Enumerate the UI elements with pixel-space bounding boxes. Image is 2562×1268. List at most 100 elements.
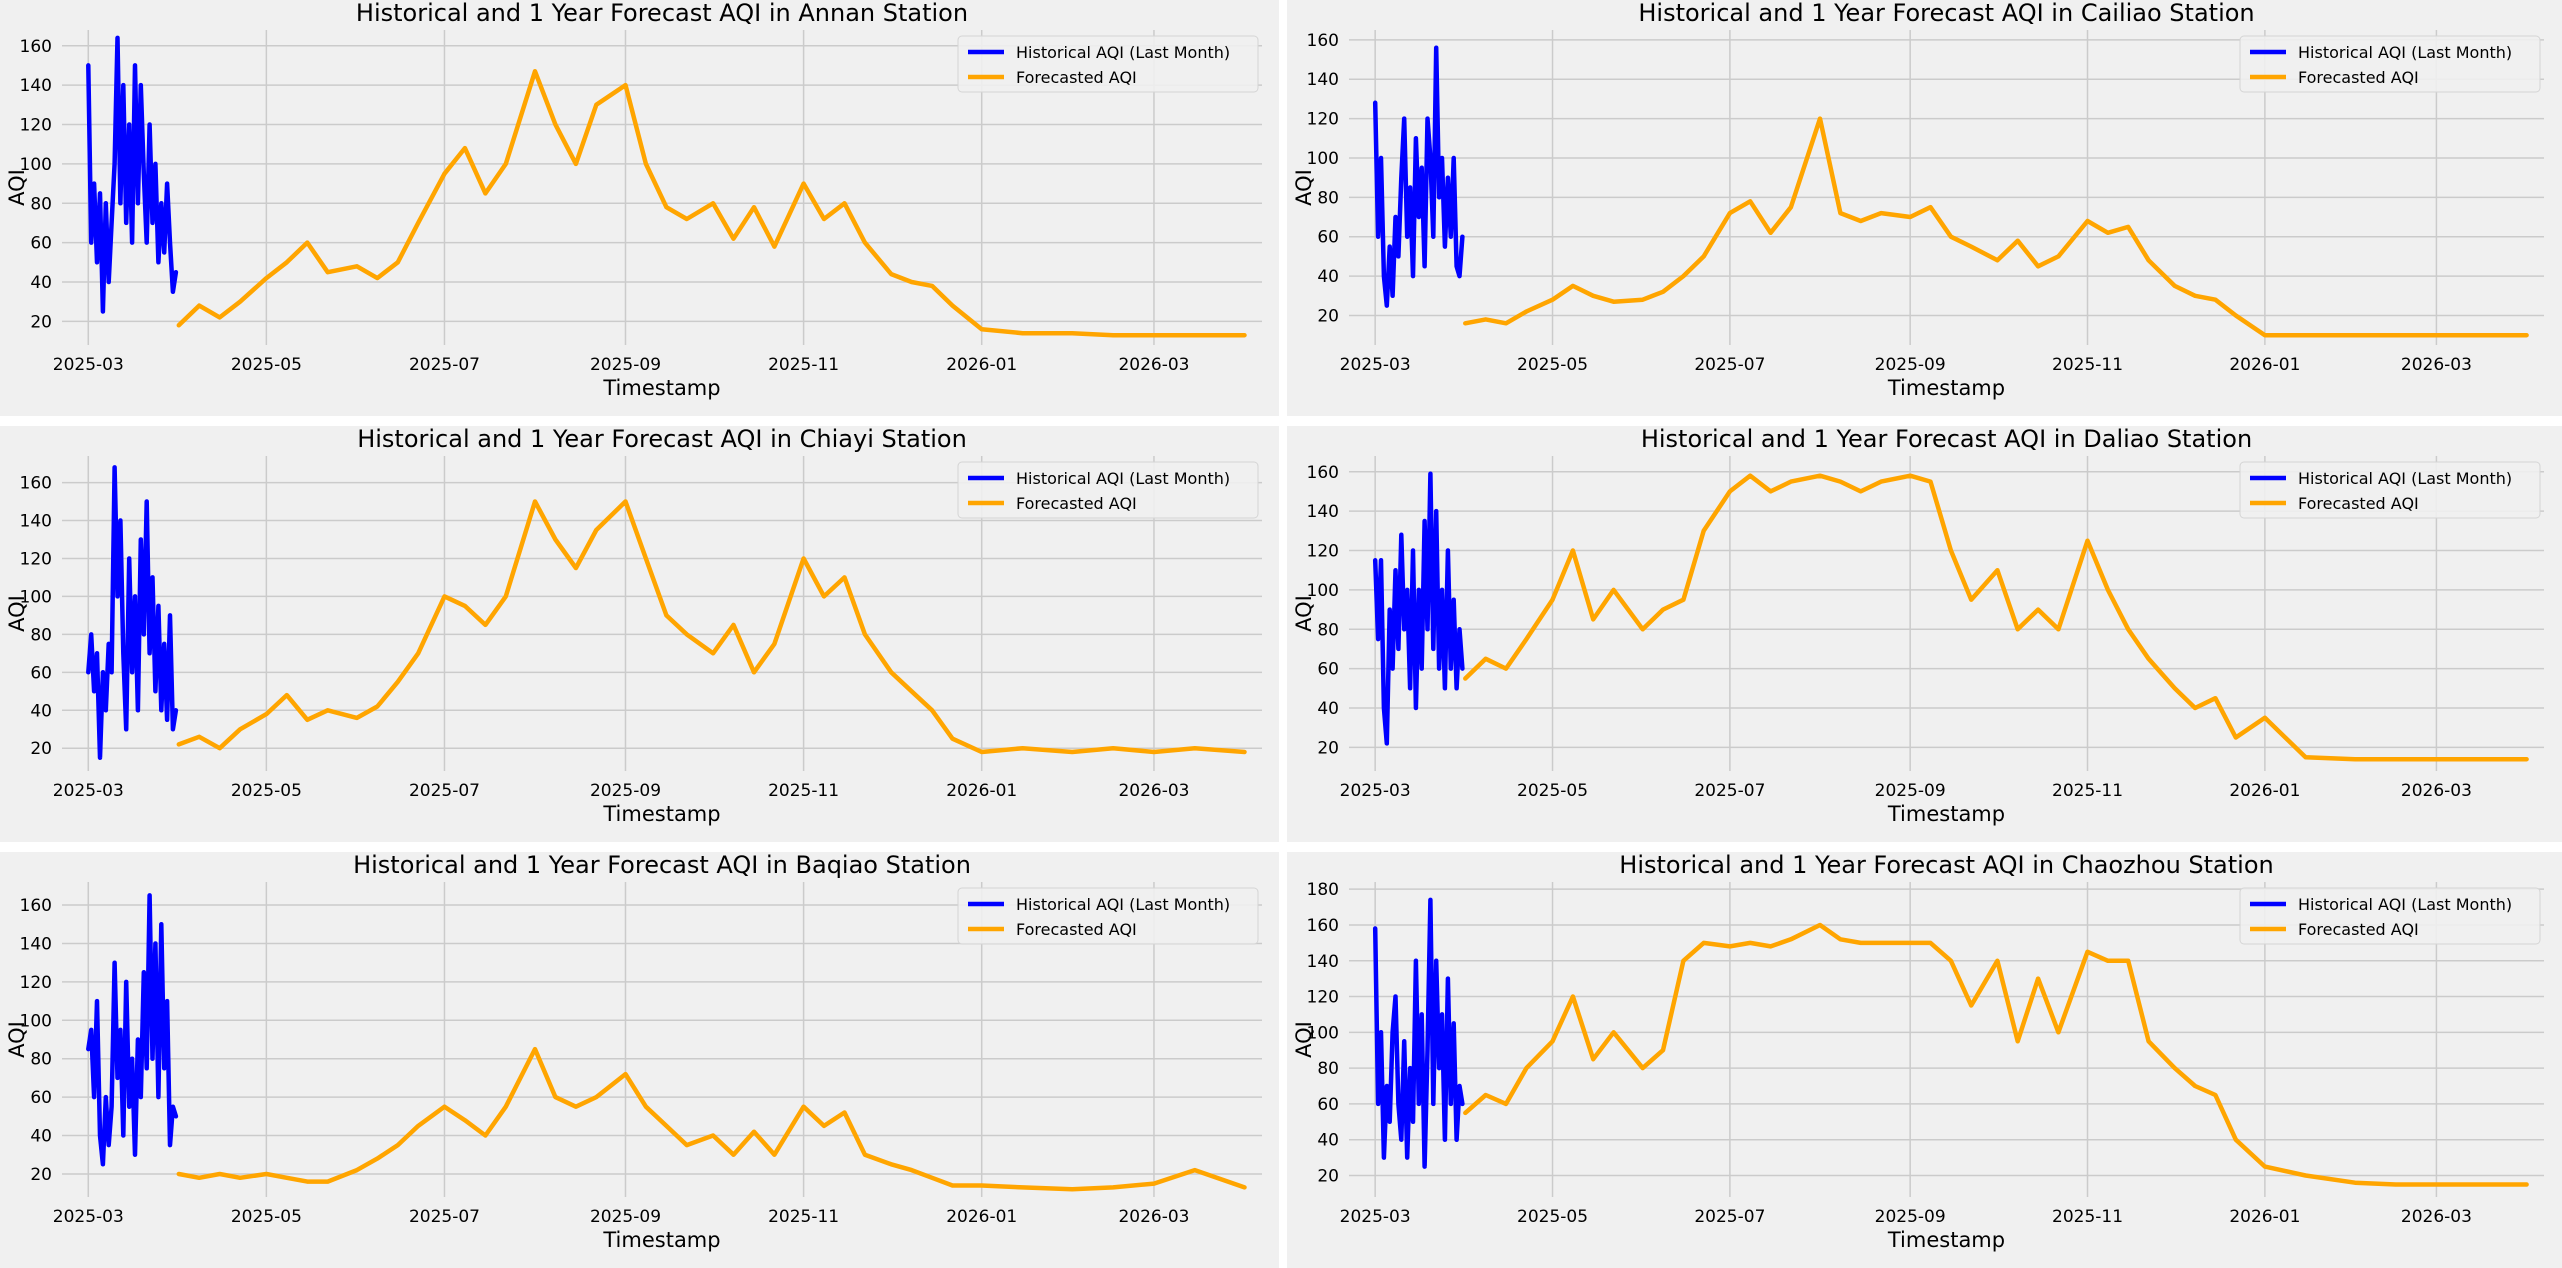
chart6-y-tick-label: 40 — [1317, 1131, 1339, 1151]
chart6-legend-box — [2239, 887, 2541, 945]
chart4-y-axis-label: AQI — [1292, 595, 1316, 632]
chart3-x-tick-label: 2025-11 — [768, 781, 839, 801]
chart-svg-cailiao: Historical and 1 Year Forecast AQI in Ca… — [1292, 0, 2544, 400]
chart5-x-tick-label: 2026-01 — [946, 1207, 1017, 1227]
chart2-y-tick-label: 60 — [1317, 228, 1339, 248]
chart5-y-axis-label: AQI — [5, 1021, 29, 1058]
chart-panel-baqiao: Historical and 1 Year Forecast AQI in Ba… — [0, 852, 1279, 1268]
chart-svg-daliao: Historical and 1 Year Forecast AQI in Da… — [1292, 426, 2544, 826]
chart-panel-cailiao: Historical and 1 Year Forecast AQI in Ca… — [1287, 0, 2562, 416]
chart4-legend-box — [2239, 461, 2541, 519]
chart4-y-tick-label: 140 — [1307, 502, 1339, 522]
chart4-y-tick-label: 60 — [1317, 660, 1339, 680]
chart3-x-axis-label: Timestamp — [602, 802, 720, 826]
chart6-y-tick-label: 80 — [1317, 1059, 1339, 1079]
chart3-y-tick-label: 160 — [20, 474, 52, 494]
chart6-y-tick-label: 100 — [1307, 1023, 1339, 1043]
chart1-y-tick-label: 120 — [20, 116, 52, 136]
chart2-legend-label: Historical AQI (Last Month) — [2298, 43, 2512, 62]
chart6-x-tick-label: 2026-01 — [2229, 1207, 2300, 1227]
chart3-title: Historical and 1 Year Forecast AQI in Ch… — [357, 426, 967, 453]
chart1-y-tick-label: 100 — [20, 155, 52, 175]
chart6-title: Historical and 1 Year Forecast AQI in Ch… — [1619, 852, 2273, 879]
chart4-y-tick-label: 120 — [1307, 542, 1339, 562]
chart1-x-axis-label: Timestamp — [602, 376, 720, 400]
chart3-historical-series-line — [86, 465, 179, 760]
chart4-historical-series-line — [1372, 471, 1465, 746]
chart1-y-tick-label: 140 — [20, 76, 52, 96]
chart1-y-tick-label: 20 — [30, 312, 52, 332]
chart1-y-tick-label: 40 — [30, 273, 52, 293]
chart-svg-chaozhou: Historical and 1 Year Forecast AQI in Ch… — [1292, 852, 2544, 1252]
chart1-legend-label: Forecasted AQI — [1016, 68, 1137, 87]
chart5-y-tick-label: 120 — [20, 973, 52, 993]
chart2-legend-label: Forecasted AQI — [2298, 68, 2419, 87]
chart5-legend-label: Historical AQI (Last Month) — [1016, 895, 1230, 914]
chart4-y-tick-label: 80 — [1317, 620, 1339, 640]
chart1-legend-box — [957, 35, 1259, 93]
chart3-x-tick-label: 2025-05 — [231, 781, 302, 801]
chart3-y-tick-label: 20 — [30, 739, 52, 759]
chart3-x-tick-label: 2025-03 — [53, 781, 124, 801]
chart2-x-tick-label: 2026-01 — [2229, 355, 2300, 375]
chart5-x-tick-label: 2025-07 — [409, 1207, 480, 1227]
chart4-legend-label: Historical AQI (Last Month) — [2298, 469, 2512, 488]
chart2-x-tick-label: 2026-03 — [2401, 355, 2472, 375]
chart3-x-tick-label: 2026-01 — [946, 781, 1017, 801]
chart6-y-tick-label: 120 — [1307, 988, 1339, 1008]
chart2-y-tick-label: 100 — [1307, 149, 1339, 169]
chart2-x-tick-label: 2025-05 — [1517, 355, 1588, 375]
chart1-x-tick-label: 2025-05 — [231, 355, 302, 375]
chart2-y-tick-label: 20 — [1317, 306, 1339, 326]
chart6-legend-label: Historical AQI (Last Month) — [2298, 895, 2512, 914]
chart5-x-tick-label: 2025-09 — [590, 1207, 661, 1227]
chart4-x-tick-label: 2025-05 — [1517, 781, 1588, 801]
chart4-forecast-series-line — [1463, 473, 2529, 762]
chart1-x-tick-label: 2026-01 — [946, 355, 1017, 375]
chart1-y-tick-label: 80 — [30, 194, 52, 214]
chart3-y-tick-label: 140 — [20, 512, 52, 532]
chart3-forecast-series-line — [176, 499, 1247, 755]
chart5-y-tick-label: 20 — [30, 1165, 52, 1185]
chart5-y-tick-label: 100 — [20, 1011, 52, 1031]
chart6-y-tick-label: 160 — [1307, 916, 1339, 936]
chart5-y-tick-label: 80 — [30, 1050, 52, 1070]
chart4-title: Historical and 1 Year Forecast AQI in Da… — [1641, 426, 2252, 453]
chart1-y-tick-label: 60 — [30, 234, 52, 254]
chart5-x-axis-label: Timestamp — [602, 1228, 720, 1252]
chart1-y-tick-label: 160 — [20, 37, 52, 57]
chart4-legend-label: Forecasted AQI — [2298, 494, 2419, 513]
chart4-x-tick-label: 2026-01 — [2229, 781, 2300, 801]
chart1-x-tick-label: 2025-09 — [590, 355, 661, 375]
chart4-x-tick-label: 2025-11 — [2052, 781, 2123, 801]
chart1-forecast-series-line — [176, 69, 1247, 338]
chart6-x-axis-label: Timestamp — [1887, 1228, 2005, 1252]
chart6-y-tick-label: 20 — [1317, 1167, 1339, 1187]
chart2-y-tick-label: 80 — [1317, 188, 1339, 208]
chart4-x-tick-label: 2025-09 — [1875, 781, 1946, 801]
chart3-legend-label: Historical AQI (Last Month) — [1016, 469, 1230, 488]
chart4-y-tick-label: 40 — [1317, 699, 1339, 719]
chart6-y-tick-label: 140 — [1307, 952, 1339, 972]
chart5-historical-series-line — [86, 893, 179, 1167]
chart2-x-tick-label: 2025-09 — [1875, 355, 1946, 375]
chart6-x-tick-label: 2025-11 — [2052, 1207, 2123, 1227]
chart6-x-tick-label: 2025-09 — [1875, 1207, 1946, 1227]
chart2-historical-series-line — [1372, 45, 1465, 308]
chart1-x-tick-label: 2025-11 — [768, 355, 839, 375]
chart5-y-tick-label: 40 — [30, 1127, 52, 1147]
chart4-y-tick-label: 20 — [1317, 738, 1339, 758]
chart-panel-chaozhou: Historical and 1 Year Forecast AQI in Ch… — [1287, 852, 2562, 1268]
chart-svg-chiayi: Historical and 1 Year Forecast AQI in Ch… — [5, 426, 1262, 826]
chart2-forecast-series-line — [1463, 116, 2529, 338]
chart-panel-annan: Historical and 1 Year Forecast AQI in An… — [0, 0, 1279, 416]
chart4-x-tick-label: 2025-07 — [1694, 781, 1765, 801]
chart1-y-axis-label: AQI — [5, 169, 29, 206]
chart6-forecast-series-line — [1463, 922, 2529, 1187]
chart5-x-tick-label: 2025-11 — [768, 1207, 839, 1227]
chart4-y-tick-label: 100 — [1307, 581, 1339, 601]
chart6-x-tick-label: 2025-07 — [1694, 1207, 1765, 1227]
chart3-y-tick-label: 80 — [30, 625, 52, 645]
chart3-x-tick-label: 2025-09 — [590, 781, 661, 801]
chart2-x-tick-label: 2025-03 — [1340, 355, 1411, 375]
